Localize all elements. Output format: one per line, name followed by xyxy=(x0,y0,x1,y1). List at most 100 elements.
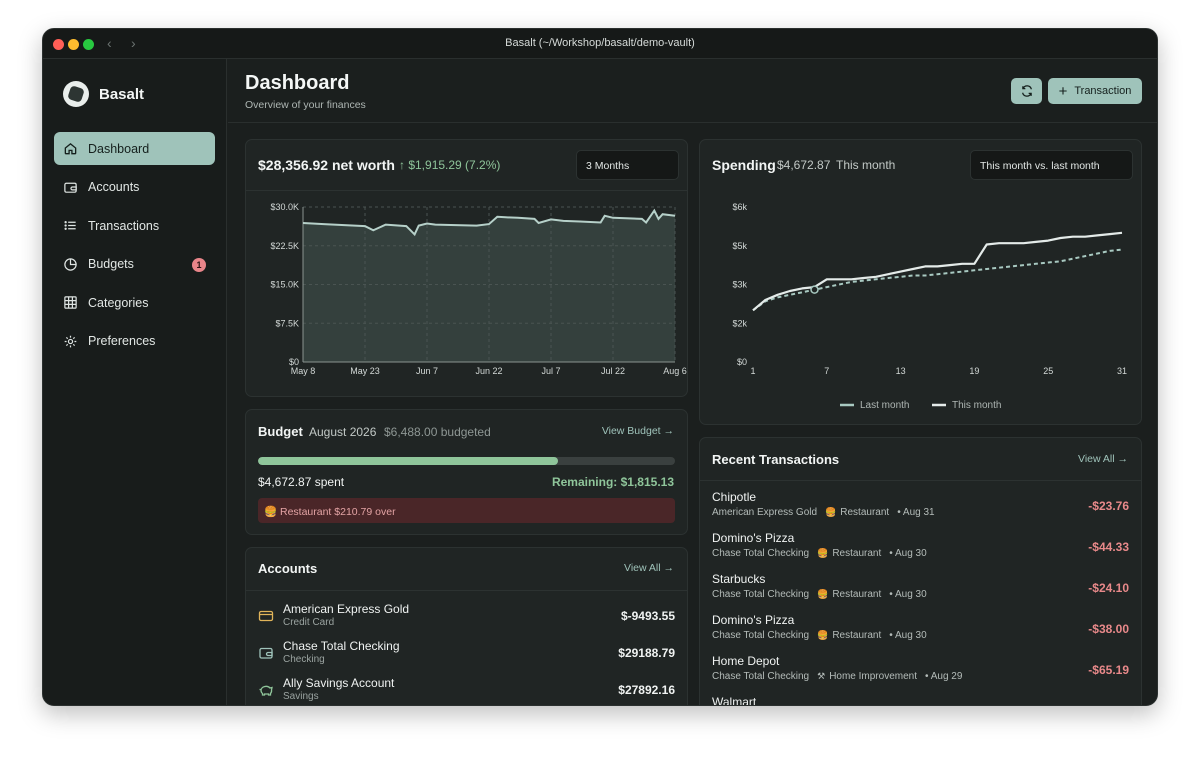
last-month-line xyxy=(752,248,1123,312)
sidebar-item-dashboard[interactable]: Dashboard xyxy=(54,132,215,165)
account-balance: $29188.79 xyxy=(618,646,675,660)
account-type: Savings xyxy=(283,691,319,702)
page-subtitle: Overview of your finances xyxy=(245,99,366,111)
category-icon: 🍔 xyxy=(817,630,829,640)
y-tick-label: $7.5K xyxy=(275,318,299,328)
transaction-merchant: Walmart xyxy=(712,695,757,706)
app-window: ‹ › Basalt (~/Workshop/basalt/demo-vault… xyxy=(42,28,1158,706)
sidebar-item-preferences[interactable]: Preferences xyxy=(54,325,215,358)
view-all-accounts-link[interactable]: View All → xyxy=(624,562,674,574)
pie-icon xyxy=(64,257,77,271)
transaction-row[interactable]: Domino's Pizza Chase Total Checking 🍔 Resta… xyxy=(712,531,1129,567)
x-tick-label: 19 xyxy=(969,366,979,376)
net-worth-card: $28,356.92 net worth ↑ $1,915.29 (7.2%) … xyxy=(245,139,688,397)
net-worth-line xyxy=(302,208,676,237)
range-select[interactable]: 3 Months xyxy=(576,150,679,180)
main-content: Dashboard Overview of your finances + Tr… xyxy=(228,59,1157,705)
sidebar-item-budgets[interactable]: Budgets 1 xyxy=(54,248,215,281)
add-transaction-button[interactable]: + Transaction xyxy=(1048,78,1142,104)
forward-arrow-icon[interactable]: › xyxy=(131,35,136,51)
net-worth-chart: $0 $7.5K $15.0K $22.5K $30.0K May 8 May 23 Jun … xyxy=(270,202,687,376)
transaction-row[interactable]: Chipotle American Express Gold 🍔 Restaurant… xyxy=(712,490,1129,526)
spending-period: This month xyxy=(836,158,896,172)
transaction-meta: Chase Total Checking 🍔 Restaurant • Aug 30 xyxy=(712,589,927,600)
budget-over-alert: 🍔 Restaurant $210.79 over xyxy=(258,498,675,523)
transaction-date: • Aug 30 xyxy=(889,589,927,600)
transaction-merchant: Chipotle xyxy=(712,490,757,504)
zoom-window-button[interactable] xyxy=(83,39,94,50)
account-row[interactable]: American Express Gold Credit Card $-9493… xyxy=(258,602,675,634)
budget-remaining: Remaining: $1,815.13 xyxy=(551,475,674,489)
transaction-meta: Chase Total Checking ⚒ Home Improvement • A… xyxy=(712,671,962,682)
sidebar-item-label: Preferences xyxy=(88,334,156,348)
transaction-row[interactable]: Home Depot Chase Total Checking ⚒ Home Impr… xyxy=(712,654,1129,690)
transaction-date: • Aug 30 xyxy=(889,630,927,641)
transaction-amount: -$44.33 xyxy=(1088,540,1129,554)
y-tick-label: $6k xyxy=(732,202,747,212)
category-icon: 🍔 xyxy=(817,589,829,599)
transaction-amount: -$24.10 xyxy=(1088,581,1129,595)
plus-icon: + xyxy=(1058,82,1068,100)
y-tick-label: $15.0K xyxy=(270,280,299,290)
minimize-window-button[interactable] xyxy=(68,39,79,50)
x-tick-label: May 8 xyxy=(291,366,316,376)
account-row[interactable]: Ally Savings Account Savings $27892.16 xyxy=(258,676,675,705)
account-type: Checking xyxy=(283,654,325,665)
y-tick-label: $3k xyxy=(732,280,747,290)
view-all-transactions-link[interactable]: View All → xyxy=(1078,453,1128,465)
budgets-badge: 1 xyxy=(192,257,206,272)
sidebar-item-accounts[interactable]: Accounts xyxy=(54,171,215,204)
transaction-row[interactable]: Domino's Pizza Chase Total Checking 🍔 Resta… xyxy=(712,613,1129,649)
account-name: Ally Savings Account xyxy=(283,676,395,690)
close-window-button[interactable] xyxy=(53,39,64,50)
spending-title: Spending xyxy=(712,157,776,173)
x-tick-label: May 23 xyxy=(350,366,380,376)
gear-icon xyxy=(64,335,77,347)
transaction-amount: -$65.19 xyxy=(1088,663,1129,677)
spending-amount: $4,672.87 xyxy=(777,158,831,172)
sidebar-nav: Dashboard Accounts Transactions Budgets … xyxy=(54,132,215,363)
budget-card: Budget August 2026 $6,488.00 budgeted Vi… xyxy=(245,409,688,535)
sidebar-item-transactions[interactable]: Transactions xyxy=(54,209,215,242)
transaction-meta: American Express Gold 🍔 Restaurant • Aug 31 xyxy=(712,507,935,518)
window-title: Basalt (~/Workshop/basalt/demo-vault) xyxy=(505,37,695,49)
y-tick-label: $5k xyxy=(732,241,747,251)
this-month-line xyxy=(752,231,1123,312)
transaction-merchant: Domino's Pizza xyxy=(712,531,795,545)
x-tick-label: Jun 7 xyxy=(416,366,438,376)
view-budget-link[interactable]: View Budget → xyxy=(601,425,674,437)
transaction-row[interactable]: Starbucks Chase Total Checking 🍔 Restaurant… xyxy=(712,572,1129,608)
transaction-category: Restaurant xyxy=(832,548,882,559)
sidebar-item-label: Dashboard xyxy=(88,141,150,156)
transaction-row[interactable]: Walmart xyxy=(712,695,1129,706)
x-tick-label: Jun 22 xyxy=(475,366,502,376)
budget-month: August 2026 xyxy=(309,425,377,439)
legend-label: This month xyxy=(952,400,1001,411)
transaction-category: Restaurant xyxy=(832,630,882,641)
spending-chart: $0 $2k $3k $5k $6k 1 7 13 19 25 31 Last month This m… xyxy=(732,202,1127,411)
page-header: Dashboard Overview of your finances + Tr… xyxy=(228,59,1157,123)
title-bar: ‹ › Basalt (~/Workshop/basalt/demo-vault… xyxy=(43,29,1157,59)
transaction-merchant: Home Depot xyxy=(712,654,780,668)
compare-select[interactable]: This month vs. last month xyxy=(970,150,1133,180)
y-tick-label: $0 xyxy=(289,357,299,367)
wallet-icon xyxy=(259,647,273,659)
x-tick-label: Aug 6 xyxy=(663,366,687,376)
x-tick-label: Jul 7 xyxy=(541,366,560,376)
transaction-account: Chase Total Checking xyxy=(712,630,810,641)
y-tick-label: $22.5K xyxy=(270,241,299,251)
transaction-date: • Aug 31 xyxy=(897,507,935,518)
wallet-icon xyxy=(64,182,77,193)
refresh-button[interactable] xyxy=(1011,78,1042,104)
last-month-point xyxy=(810,285,819,294)
brand-logo-icon xyxy=(63,81,89,107)
spending-card: Spending $4,672.87 This month This month… xyxy=(699,139,1142,425)
transaction-category: Home Improvement xyxy=(829,671,917,682)
account-row[interactable]: Chase Total Checking Checking $29188.79 xyxy=(258,639,675,671)
back-arrow-icon[interactable]: ‹ xyxy=(107,35,112,51)
x-tick-label: 31 xyxy=(1117,366,1127,376)
transaction-merchant: Domino's Pizza xyxy=(712,613,795,627)
sidebar-item-categories[interactable]: Categories xyxy=(54,286,215,319)
transaction-account: Chase Total Checking xyxy=(712,548,810,559)
transaction-account: Chase Total Checking xyxy=(712,671,810,682)
